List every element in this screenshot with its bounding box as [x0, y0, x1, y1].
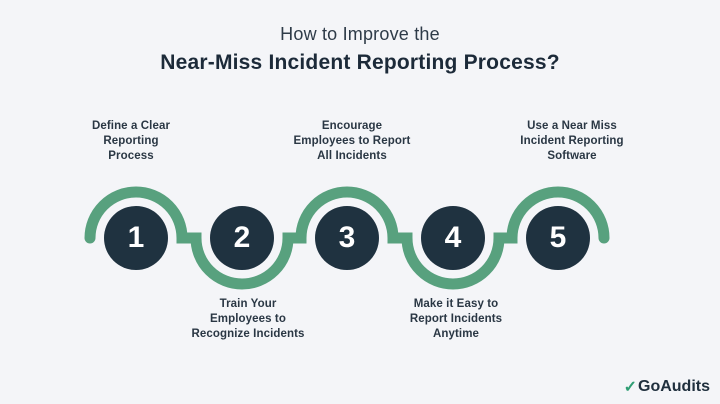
step-number-1: 1: [127, 221, 145, 254]
step-circle-4: 4: [421, 206, 485, 270]
step-label-3: Encourage Employees to Report All Incide…: [293, 120, 411, 162]
step-label-1: Define a Clear Reporting Process: [91, 120, 171, 162]
checkmark-icon: ✓: [623, 379, 637, 396]
step-circle-1: 1: [104, 206, 168, 270]
step-circle-5: 5: [526, 206, 590, 270]
step-label-5: Use a Near Miss Incident Reporting Softw…: [520, 120, 624, 162]
step-number-2: 2: [233, 221, 251, 254]
step-number-4: 4: [444, 221, 462, 254]
goaudits-logo: ✓ GoAudits: [624, 377, 710, 397]
step-label-2: Train Your Employees to Recognize Incide…: [191, 298, 305, 340]
title: How to Improve the Near-Miss Incident Re…: [0, 24, 720, 75]
step-label-4: Make it Easy to Report Incidents Anytime: [409, 298, 503, 340]
step-number-5: 5: [549, 221, 567, 254]
step-number-3: 3: [338, 221, 356, 254]
step-circle-2: 2: [210, 206, 274, 270]
title-line2: Near-Miss Incident Reporting Process?: [160, 51, 560, 74]
step-circle-3: 3: [315, 206, 379, 270]
logo-text: GoAudits: [638, 378, 710, 395]
title-line1: How to Improve the: [280, 24, 440, 44]
